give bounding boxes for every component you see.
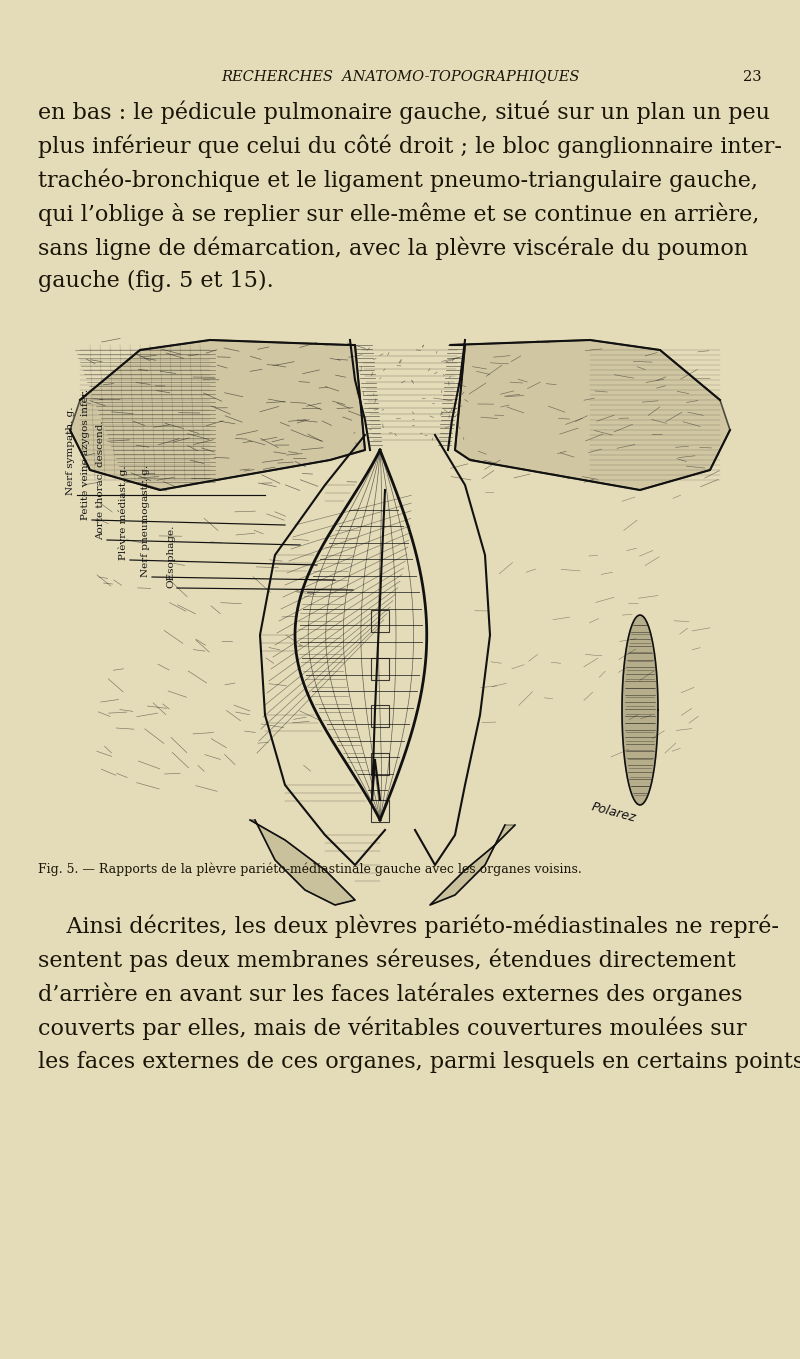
Polygon shape (450, 340, 730, 491)
Bar (371, 705, 389, 727)
Text: gauche (fig. 5 et 15).: gauche (fig. 5 et 15). (38, 270, 274, 292)
Text: OEsophage.: OEsophage. (166, 525, 175, 588)
Text: Polarez: Polarez (590, 800, 638, 825)
Text: Nerf sympath. g.: Nerf sympath. g. (66, 406, 75, 495)
Text: Plèvre médiast. g.: Plèvre médiast. g. (118, 466, 128, 560)
Bar (371, 610, 389, 632)
Text: Fig. 5. — Rapports de la plèvre pariéto-médiastinale gauche avec les organes voi: Fig. 5. — Rapports de la plèvre pariéto-… (38, 862, 582, 875)
Text: Ainsi décrites, les deux plèvres pariéto-médiastinales ne repré-: Ainsi décrites, les deux plèvres pariéto… (38, 915, 779, 939)
Text: Nerf pneumogastr. g.: Nerf pneumogastr. g. (141, 465, 150, 578)
Text: les faces externes de ces organes, parmi lesquels en certains points: les faces externes de ces organes, parmi… (38, 1051, 800, 1074)
Polygon shape (250, 819, 355, 905)
Polygon shape (430, 825, 515, 905)
Text: Petite veine azygos infér.: Petite veine azygos infér. (81, 389, 90, 520)
Text: qui l’oblige à se replier sur elle-même et se continue en arrière,: qui l’oblige à se replier sur elle-même … (38, 202, 759, 226)
Polygon shape (70, 340, 365, 491)
Bar (371, 800, 389, 822)
Polygon shape (622, 616, 658, 805)
Text: sans ligne de démarcation, avec la plèvre viscérale du poumon: sans ligne de démarcation, avec la plèvr… (38, 236, 748, 260)
Text: sentent pas deux membranes séreuses, étendues directement: sentent pas deux membranes séreuses, éte… (38, 949, 736, 973)
Text: couverts par elles, mais de véritables couvertures moulées sur: couverts par elles, mais de véritables c… (38, 1017, 746, 1041)
Text: 23: 23 (743, 71, 762, 84)
Bar (371, 753, 389, 775)
Text: en bas : le pédicule pulmonaire gauche, situé sur un plan un peu: en bas : le pédicule pulmonaire gauche, … (38, 101, 770, 124)
Text: trachéo-bronchique et le ligament pneumo-triangulaire gauche,: trachéo-bronchique et le ligament pneumo… (38, 169, 758, 192)
Text: plus inférieur que celui du côté droit ; le bloc ganglionnaire inter-: plus inférieur que celui du côté droit ;… (38, 135, 782, 158)
Text: RECHERCHES  ANATOMO-TOPOGRAPHIQUES: RECHERCHES ANATOMO-TOPOGRAPHIQUES (221, 71, 579, 84)
Bar (371, 658, 389, 680)
Text: Aorte thorac. descend.: Aorte thorac. descend. (96, 420, 105, 540)
Text: d’arrière en avant sur les faces latérales externes des organes: d’arrière en avant sur les faces latéral… (38, 983, 742, 1007)
